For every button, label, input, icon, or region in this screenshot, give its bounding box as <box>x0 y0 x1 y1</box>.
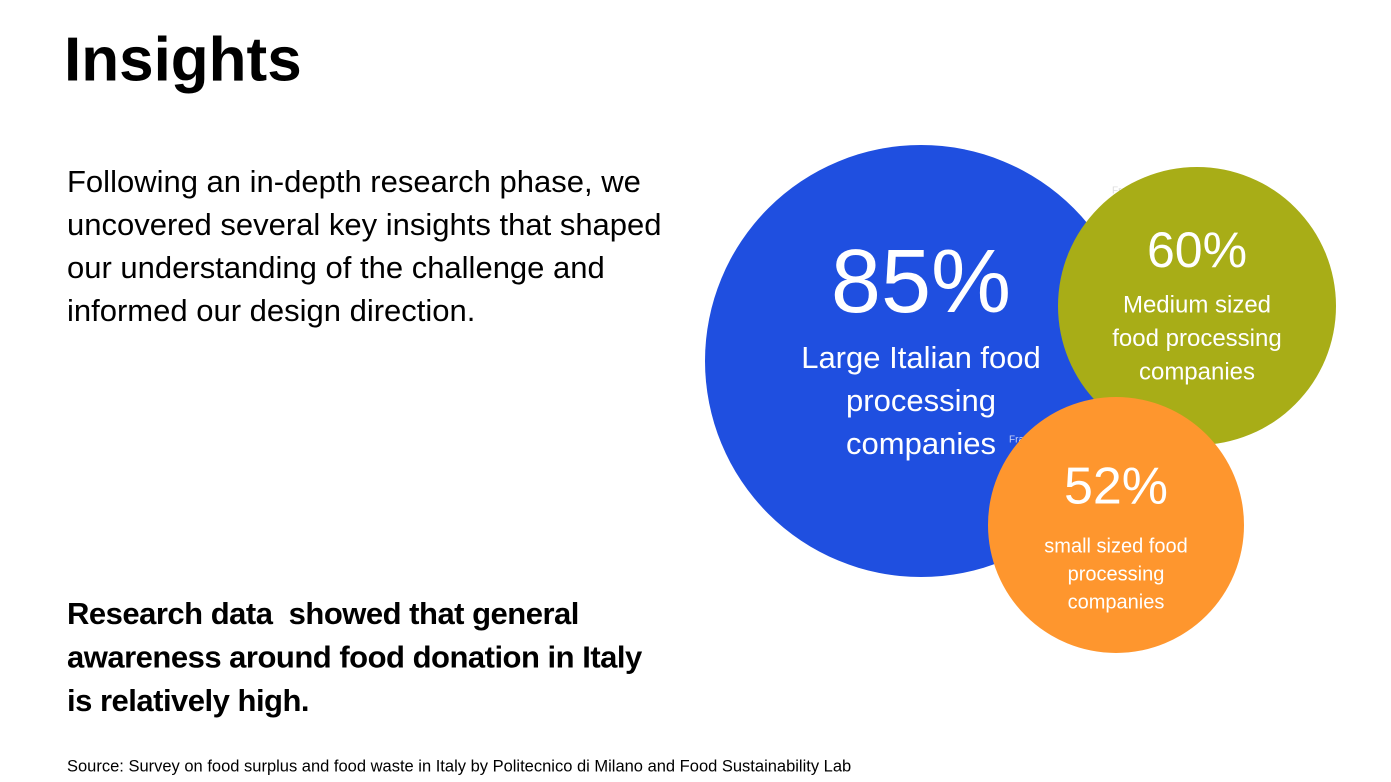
bubble-label: Large Italian food <box>801 340 1041 375</box>
intro-line: Following an in-depth research phase, we <box>67 164 641 199</box>
conclusion-line: awareness around food donation in Italy <box>67 640 643 675</box>
conclusion-line: Research data showed that general <box>67 596 579 631</box>
bubble <box>988 397 1244 653</box>
bubble-value: 52% <box>1064 458 1168 516</box>
intro-line: informed our design direction. <box>67 293 475 328</box>
source: Source: Survey on food surplus and food … <box>67 757 851 775</box>
intro-line: uncovered several key insights that shap… <box>67 207 662 242</box>
bubble-label: processing <box>1068 563 1165 585</box>
bubble-label: companies <box>846 426 996 461</box>
bubble-label: Medium sized <box>1123 291 1271 318</box>
bubble-label: companies <box>1139 358 1255 385</box>
bubble-label: small sized food <box>1044 535 1187 557</box>
intro-line: our understanding of the challenge and <box>67 250 605 285</box>
conclusion-line: is relatively high. <box>67 683 309 718</box>
bubble <box>1058 167 1336 445</box>
bubble-label: processing <box>846 383 996 418</box>
title: Insights <box>64 25 302 94</box>
bubble-value: 60% <box>1147 222 1247 278</box>
bubble-label: food processing <box>1112 325 1281 352</box>
bubble-value: 85% <box>831 232 1011 332</box>
bubble-label: companies <box>1068 591 1165 613</box>
